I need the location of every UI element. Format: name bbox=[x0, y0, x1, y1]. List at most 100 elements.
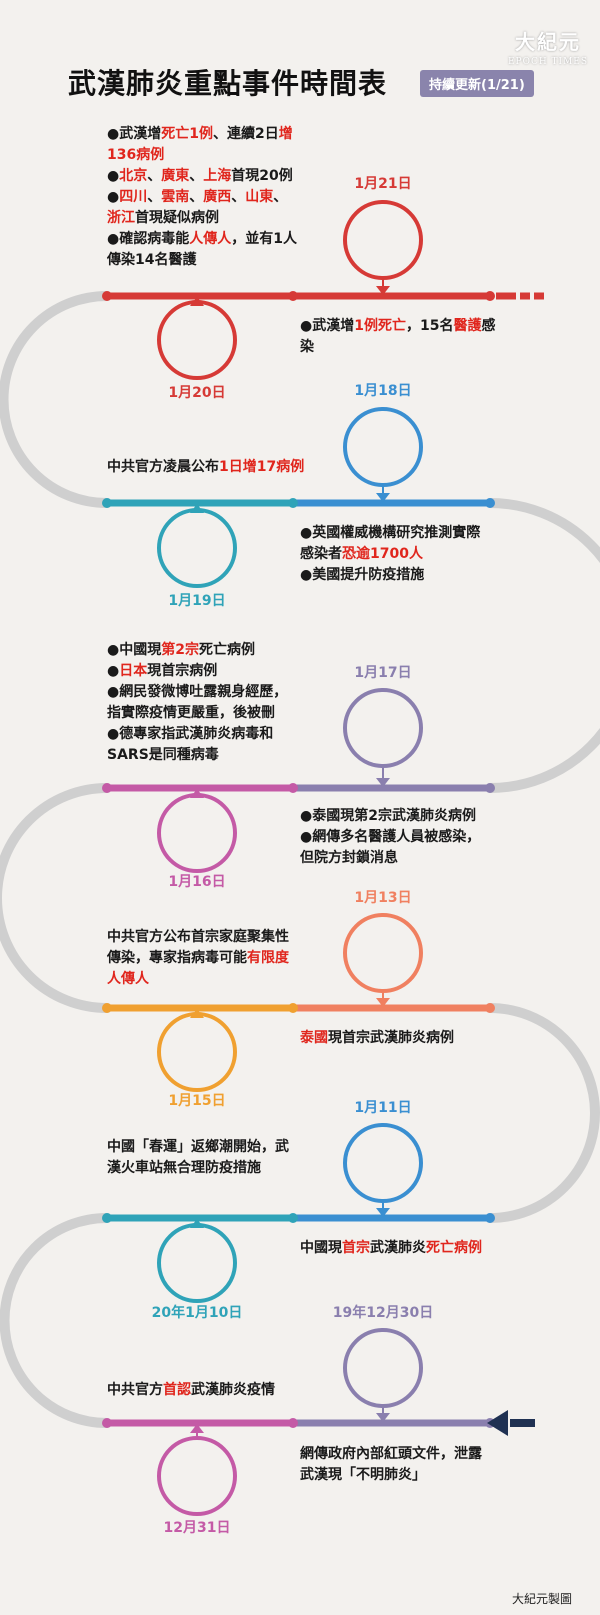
man-with-mask-photo-image bbox=[161, 1016, 233, 1088]
note-line: SARS是同種病毒 bbox=[107, 745, 287, 766]
update-badge: 持續更新(1/21) bbox=[420, 70, 534, 97]
note-text: 、 bbox=[147, 168, 162, 184]
event-date: 1月20日 bbox=[168, 385, 226, 401]
note-text: 武漢現「不明肺炎」 bbox=[300, 1467, 426, 1483]
note-text: ● bbox=[107, 663, 120, 679]
note-line: ●德專家指武漢肺炎病毒和 bbox=[107, 724, 287, 745]
note-text: 首現疑似病例 bbox=[135, 210, 219, 226]
event-note: 中共官方首認武漢肺炎疫情 bbox=[107, 1380, 275, 1401]
event-pointer bbox=[190, 1424, 204, 1433]
highlight-text: 人傳人 bbox=[189, 231, 232, 247]
note-line: 人傳人 bbox=[107, 969, 289, 990]
note-text: 感 bbox=[481, 318, 496, 334]
note-line: 傳染，專家指病毒可能有限度 bbox=[107, 948, 289, 969]
highlight-text: 死亡病例 bbox=[426, 1240, 482, 1256]
event-date: 1月21日 bbox=[354, 176, 412, 192]
timeline-node bbox=[102, 1418, 112, 1428]
event-note: 中國「春運」返鄉潮開始，武 漢火車站無合理防疫措施 bbox=[107, 1137, 289, 1179]
highlight-text: 1日增17病例 bbox=[219, 459, 305, 475]
highlight-text: 死亡1例 bbox=[161, 126, 213, 142]
event-pointer bbox=[376, 778, 390, 787]
note-text: 傳染14名醫護 bbox=[107, 252, 197, 268]
health-commission-website-image bbox=[161, 1440, 233, 1512]
note-line: ●確認病毒能人傳人，並有1人 bbox=[107, 229, 297, 250]
note-line: 感染者恐逾1700人 bbox=[300, 544, 480, 565]
timeline-node bbox=[288, 1418, 298, 1428]
note-text: 傳染，專家指病毒可能 bbox=[107, 950, 247, 966]
timeline-node bbox=[485, 1213, 495, 1223]
event-note: ●武漢增死亡1例、連續2日增 136病例 ●北京、廣東、上海首現20例 ●四川、雲南、… bbox=[107, 124, 297, 271]
highlight-text: 泰國 bbox=[300, 1030, 328, 1046]
event-image-ring bbox=[343, 913, 423, 993]
note-text: 中國現 bbox=[300, 1240, 342, 1256]
note-line: ●美國提升防疫措施 bbox=[300, 565, 480, 586]
note-text: 中共官方公布首宗家庭聚集性 bbox=[107, 929, 289, 945]
event-image-ring bbox=[343, 200, 423, 280]
note-text: 染 bbox=[300, 339, 314, 355]
note-text: ● bbox=[107, 189, 120, 205]
note-line: 浙江首現疑似病例 bbox=[107, 208, 297, 229]
note-text: 、連續2日 bbox=[212, 126, 279, 142]
event-pointer bbox=[376, 493, 390, 502]
start-arrow-icon bbox=[487, 1410, 508, 1436]
thailand-map-image bbox=[347, 917, 419, 989]
timeline-node bbox=[102, 1003, 112, 1013]
note-line: 漢火車站無合理防疫措施 bbox=[107, 1158, 289, 1179]
event-image-ring bbox=[157, 793, 237, 873]
highlight-text: 廣東 bbox=[161, 168, 190, 184]
highlight-text: 增 bbox=[278, 126, 293, 142]
highlight-text: 廣西 bbox=[203, 189, 232, 205]
note-text: 中國「春運」返鄉潮開始，武 bbox=[107, 1139, 289, 1155]
highlight-text: 1例死亡 bbox=[354, 318, 406, 334]
note-text: ●英國權威機構研究推測實際 bbox=[300, 525, 481, 541]
note-line: ●網傳多名醫護人員被感染， bbox=[300, 827, 480, 848]
event-note: 網傳政府內部紅頭文件，泄露 武漢現「不明肺炎」 bbox=[300, 1444, 482, 1486]
highlight-text: 136病例 bbox=[107, 147, 165, 163]
note-text: 指實際疫情更嚴重，後被刪 bbox=[107, 705, 275, 721]
timeline-node bbox=[485, 498, 495, 508]
highlight-text: 恐逾1700人 bbox=[342, 546, 423, 562]
event-date: 1月15日 bbox=[168, 1093, 226, 1109]
event-pointer bbox=[376, 286, 390, 295]
note-line: 傳染14名醫護 bbox=[107, 250, 297, 271]
event-date: 19年12月30日 bbox=[332, 1305, 434, 1321]
event-date: 20年1月10日 bbox=[151, 1305, 243, 1321]
highlight-text: 山東 bbox=[245, 189, 274, 205]
timeline-node bbox=[102, 1213, 112, 1223]
event-note: 中共官方公布首宗家庭聚集性傳染，專家指病毒可能有限度人傳人 bbox=[107, 927, 289, 990]
event-image-ring bbox=[157, 1223, 237, 1303]
note-line: 指實際疫情更嚴重，後被刪 bbox=[107, 703, 287, 724]
event-date: 1月13日 bbox=[354, 890, 412, 906]
note-line: 中國現首宗武漢肺炎死亡病例 bbox=[300, 1238, 482, 1259]
event-note: 中共官方凌晨公布1日增17病例 bbox=[107, 457, 304, 478]
note-text: 首現20例 bbox=[231, 168, 293, 184]
government-document-image bbox=[347, 1332, 419, 1404]
note-text: ●網民發微博吐露親身經歷， bbox=[107, 684, 288, 700]
event-note: 中國現首宗武漢肺炎死亡病例 bbox=[300, 1238, 482, 1259]
note-text: 漢火車站無合理防疫措施 bbox=[107, 1160, 261, 1176]
highlight-text: 第2宗 bbox=[161, 642, 199, 658]
note-line: 中共官方公布首宗家庭聚集性 bbox=[107, 927, 289, 948]
timeline-node bbox=[288, 498, 298, 508]
connector-arc bbox=[0, 783, 112, 1013]
event-pointer bbox=[376, 1413, 390, 1422]
note-text: 武漢肺炎 bbox=[370, 1240, 426, 1256]
note-line: 染 bbox=[300, 337, 495, 358]
highlight-text: 首宗 bbox=[342, 1240, 370, 1256]
medical-staff-photo-image bbox=[347, 692, 419, 764]
note-text: 中共官方凌晨公布 bbox=[107, 459, 219, 475]
note-text: ●武漢增 bbox=[107, 126, 162, 142]
event-image-ring bbox=[157, 508, 237, 588]
note-text: ●武漢增 bbox=[300, 318, 355, 334]
timeline-node bbox=[288, 1213, 298, 1223]
timeline-node bbox=[102, 498, 112, 508]
event-image-ring bbox=[157, 1012, 237, 1092]
note-text: ●確認病毒能 bbox=[107, 231, 190, 247]
note-line: 泰國現首宗武漢肺炎病例 bbox=[300, 1028, 454, 1049]
highlight-text: 人傳人 bbox=[107, 971, 149, 987]
highlight-text: 浙江 bbox=[107, 210, 135, 226]
note-line: 136病例 bbox=[107, 145, 297, 166]
highlight-text: 雲南 bbox=[161, 189, 190, 205]
timeline-node bbox=[288, 1003, 298, 1013]
note-text: ，15名 bbox=[405, 318, 454, 334]
